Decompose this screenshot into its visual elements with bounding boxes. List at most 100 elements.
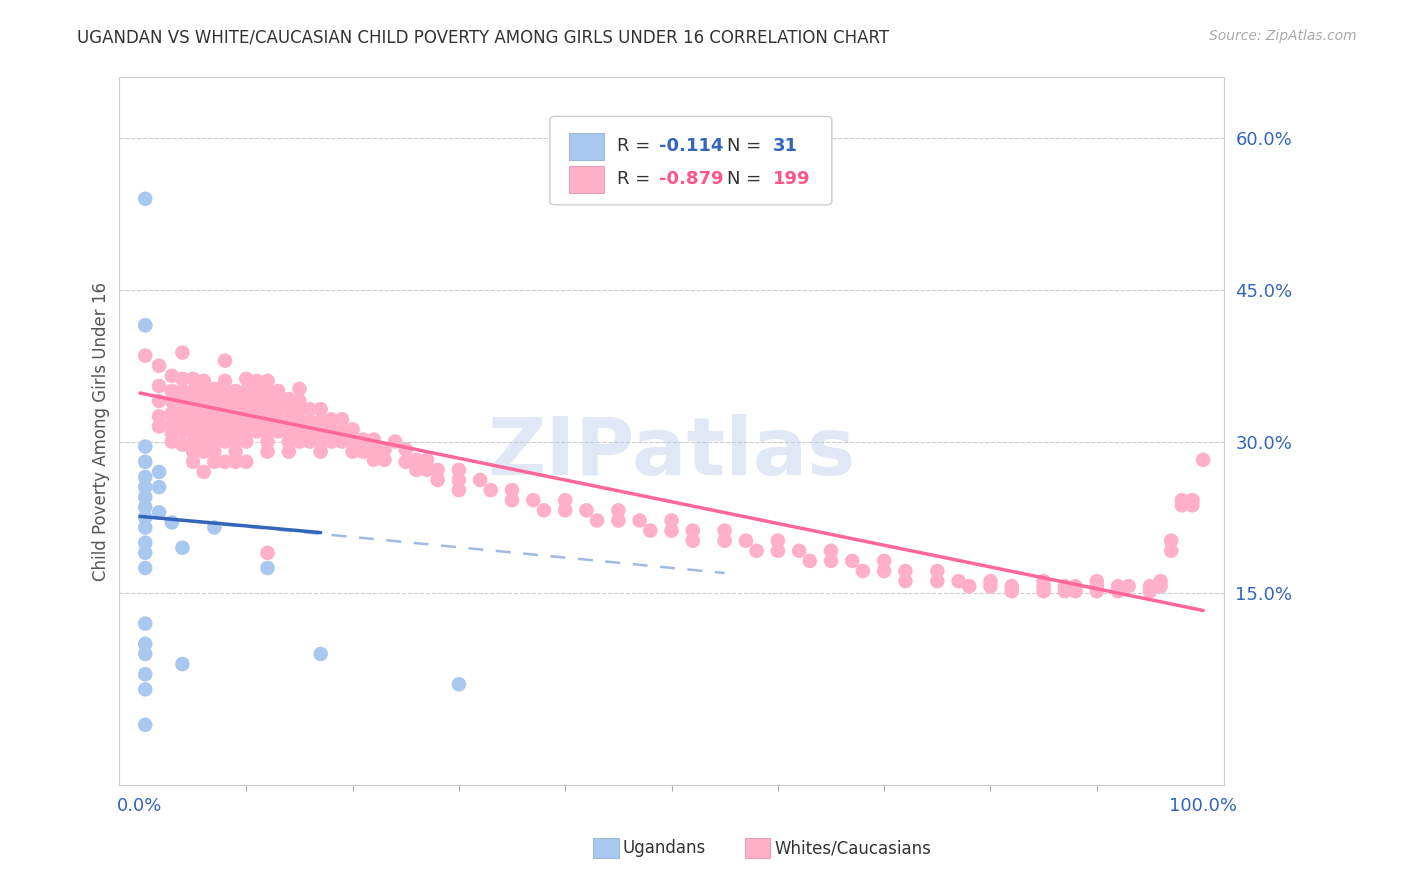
Point [134,647,156,661]
Point [202,414,225,428]
Point [426,473,449,487]
Point [661,524,683,538]
Point [1053,579,1076,593]
Point [134,318,156,333]
Point [134,535,156,549]
Point [267,414,290,428]
Point [214,455,236,469]
Point [148,505,170,519]
Point [447,677,470,691]
Point [607,503,630,517]
Point [214,384,236,398]
Point [1001,584,1024,599]
Text: R =: R = [617,137,657,155]
Point [172,437,194,451]
Point [134,455,156,469]
Point [256,404,278,418]
Point [246,414,269,428]
Point [134,637,156,651]
Point [321,434,343,449]
Point [256,394,278,409]
Point [979,579,1001,593]
Point [193,384,215,398]
Point [682,533,704,548]
Point [309,414,332,428]
Point [134,500,156,515]
Text: ZIPatlas: ZIPatlas [488,414,856,491]
Point [134,561,156,575]
Point [277,434,299,449]
Point [299,414,322,428]
Point [214,394,236,409]
Point [927,574,949,588]
Point [309,425,332,439]
Point [148,409,170,424]
Text: UGANDAN VS WHITE/CAUCASIAN CHILD POVERTY AMONG GIRLS UNDER 16 CORRELATION CHART: UGANDAN VS WHITE/CAUCASIAN CHILD POVERTY… [77,29,890,46]
Point [363,442,385,457]
Point [554,493,576,508]
Point [299,425,322,439]
Point [246,384,269,398]
Point [267,425,290,439]
Point [202,434,225,449]
Point [1064,584,1087,599]
Point [852,564,875,578]
Point [256,374,278,388]
Point [501,483,523,497]
Point [134,616,156,631]
Point [225,444,247,458]
Point [172,404,194,418]
Point [181,434,204,449]
Point [405,452,427,467]
Point [225,425,247,439]
Point [235,384,257,398]
Point [202,404,225,418]
Point [202,444,225,458]
Point [214,414,236,428]
FancyBboxPatch shape [568,166,605,193]
FancyBboxPatch shape [568,133,605,160]
Point [522,493,544,508]
Point [766,543,789,558]
Point [1001,579,1024,593]
Text: -0.114: -0.114 [659,137,724,155]
Point [309,434,332,449]
Point [134,718,156,732]
Point [235,434,257,449]
Point [256,384,278,398]
Point [1192,452,1215,467]
Point [134,318,156,333]
Point [1085,574,1108,588]
Point [193,414,215,428]
Point [214,404,236,418]
Point [225,384,247,398]
Point [416,452,439,467]
Point [342,444,364,458]
Point [894,574,917,588]
Point [181,372,204,386]
Point [1149,579,1171,593]
Point [246,425,269,439]
Point [181,444,204,458]
Point [927,564,949,578]
Point [160,394,183,409]
Point [181,394,204,409]
Point [1053,584,1076,599]
Point [134,192,156,206]
Point [735,533,758,548]
Point [181,404,204,418]
Point [1171,498,1194,512]
Text: N =: N = [727,137,766,155]
Point [267,394,290,409]
Point [447,463,470,477]
Point [172,541,194,555]
Point [426,463,449,477]
Point [134,510,156,524]
Point [1160,533,1182,548]
Point [148,359,170,373]
Point [134,667,156,681]
Point [235,372,257,386]
Point [1181,498,1204,512]
Point [342,422,364,436]
Point [501,493,523,508]
